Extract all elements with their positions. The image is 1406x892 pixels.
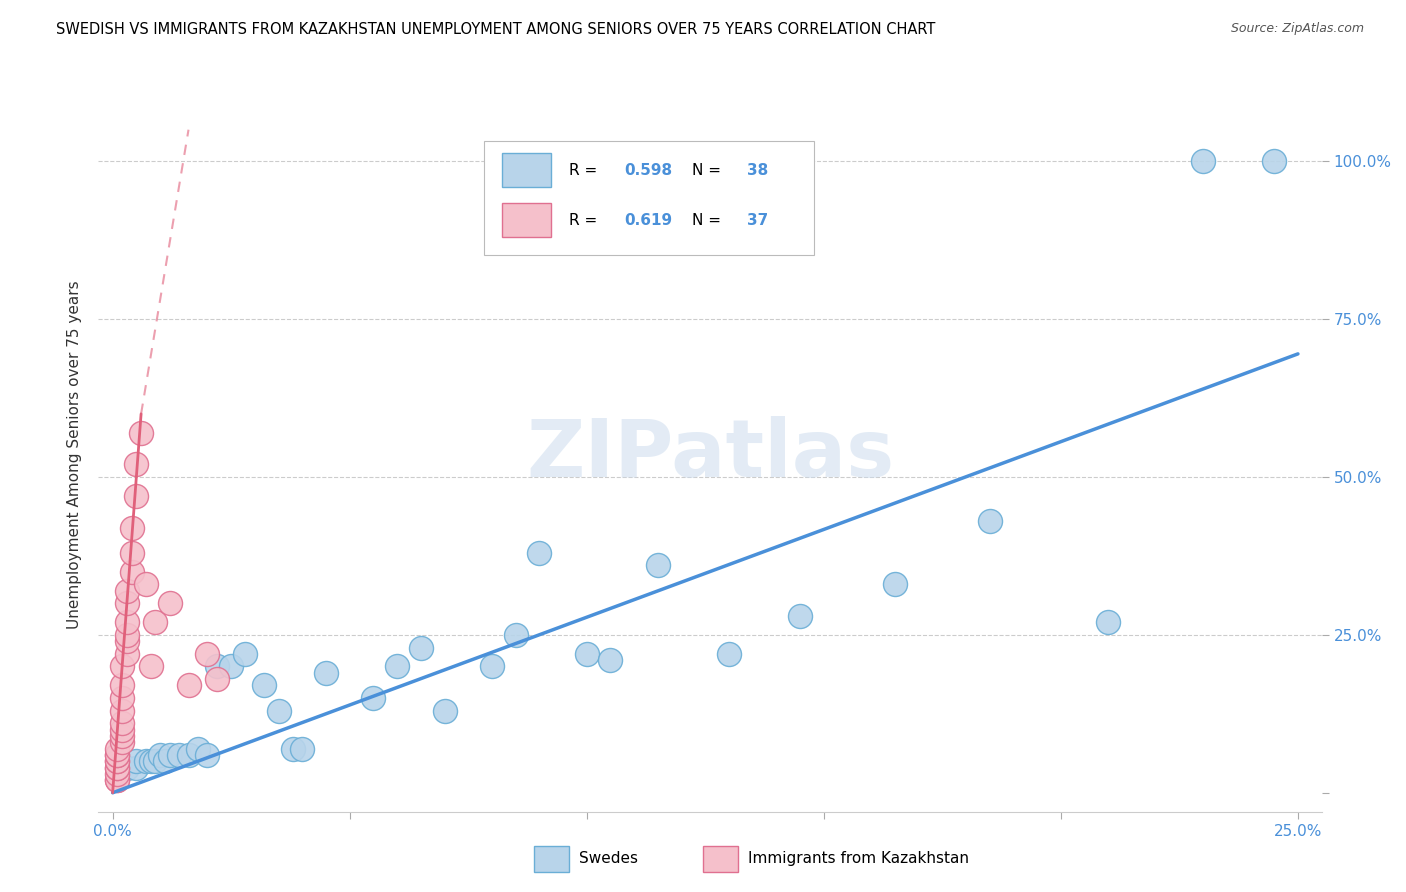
Swedes: [1192, 154, 1215, 169]
Immigrants from Kazakhstan: [111, 735, 134, 749]
Immigrants from Kazakhstan: [111, 678, 134, 692]
Swedes: [575, 647, 598, 661]
Text: 0.598: 0.598: [624, 162, 672, 178]
Immigrants from Kazakhstan: [125, 489, 148, 503]
Text: N =: N =: [692, 212, 725, 227]
Swedes: [167, 747, 190, 762]
Immigrants from Kazakhstan: [111, 659, 134, 673]
Immigrants from Kazakhstan: [105, 754, 128, 768]
Text: ZIPatlas: ZIPatlas: [526, 416, 894, 494]
Swedes: [979, 514, 1001, 528]
Immigrants from Kazakhstan: [115, 615, 138, 630]
Swedes: [1097, 615, 1119, 630]
Immigrants from Kazakhstan: [105, 773, 128, 788]
Immigrants from Kazakhstan: [115, 628, 138, 642]
Swedes: [599, 653, 621, 667]
Swedes: [219, 659, 242, 673]
Swedes: [433, 704, 456, 718]
Text: R =: R =: [569, 162, 603, 178]
Text: 0.619: 0.619: [624, 212, 672, 227]
Swedes: [115, 760, 138, 774]
Immigrants from Kazakhstan: [205, 672, 228, 686]
Swedes: [529, 546, 551, 560]
Immigrants from Kazakhstan: [105, 760, 128, 774]
Text: N =: N =: [692, 162, 725, 178]
Swedes: [143, 754, 166, 768]
Swedes: [235, 647, 257, 661]
Immigrants from Kazakhstan: [129, 425, 152, 440]
Swedes: [125, 760, 148, 774]
Swedes: [717, 647, 740, 661]
Immigrants from Kazakhstan: [197, 647, 219, 661]
Swedes: [139, 754, 162, 768]
Swedes: [281, 741, 304, 756]
Swedes: [187, 741, 209, 756]
Swedes: [153, 754, 176, 768]
Swedes: [409, 640, 432, 655]
Y-axis label: Unemployment Among Seniors over 75 years: Unemployment Among Seniors over 75 years: [67, 281, 83, 629]
Swedes: [647, 558, 669, 573]
Immigrants from Kazakhstan: [115, 634, 138, 648]
Swedes: [177, 747, 200, 762]
Text: 38: 38: [747, 162, 768, 178]
Text: 37: 37: [747, 212, 768, 227]
Immigrants from Kazakhstan: [125, 458, 148, 472]
Immigrants from Kazakhstan: [105, 741, 128, 756]
Immigrants from Kazakhstan: [111, 716, 134, 731]
FancyBboxPatch shape: [484, 141, 814, 255]
Text: SWEDISH VS IMMIGRANTS FROM KAZAKHSTAN UNEMPLOYMENT AMONG SENIORS OVER 75 YEARS C: SWEDISH VS IMMIGRANTS FROM KAZAKHSTAN UN…: [56, 22, 935, 37]
Immigrants from Kazakhstan: [115, 647, 138, 661]
Swedes: [197, 747, 219, 762]
Immigrants from Kazakhstan: [115, 583, 138, 598]
Immigrants from Kazakhstan: [105, 747, 128, 762]
Immigrants from Kazakhstan: [111, 723, 134, 737]
Text: Swedes: Swedes: [579, 852, 638, 866]
Immigrants from Kazakhstan: [105, 767, 128, 781]
Swedes: [385, 659, 408, 673]
Text: R =: R =: [569, 212, 603, 227]
Immigrants from Kazakhstan: [105, 773, 128, 788]
Swedes: [291, 741, 314, 756]
Swedes: [884, 577, 907, 591]
Swedes: [125, 754, 148, 768]
Text: Immigrants from Kazakhstan: Immigrants from Kazakhstan: [748, 852, 969, 866]
Immigrants from Kazakhstan: [139, 659, 162, 673]
Immigrants from Kazakhstan: [111, 704, 134, 718]
Swedes: [159, 747, 181, 762]
Immigrants from Kazakhstan: [121, 546, 143, 560]
Swedes: [1263, 154, 1285, 169]
Immigrants from Kazakhstan: [159, 596, 181, 610]
Swedes: [253, 678, 276, 692]
Immigrants from Kazakhstan: [177, 678, 200, 692]
Swedes: [267, 704, 290, 718]
Immigrants from Kazakhstan: [121, 565, 143, 579]
Swedes: [205, 659, 228, 673]
Immigrants from Kazakhstan: [105, 754, 128, 768]
Swedes: [481, 659, 503, 673]
Immigrants from Kazakhstan: [111, 729, 134, 743]
Swedes: [505, 628, 527, 642]
Swedes: [315, 665, 337, 680]
Swedes: [363, 691, 385, 706]
Immigrants from Kazakhstan: [135, 577, 157, 591]
Text: Source: ZipAtlas.com: Source: ZipAtlas.com: [1230, 22, 1364, 36]
FancyBboxPatch shape: [502, 203, 551, 237]
Immigrants from Kazakhstan: [115, 596, 138, 610]
Swedes: [149, 747, 172, 762]
Immigrants from Kazakhstan: [105, 760, 128, 774]
FancyBboxPatch shape: [502, 153, 551, 187]
Swedes: [135, 754, 157, 768]
Immigrants from Kazakhstan: [111, 691, 134, 706]
Immigrants from Kazakhstan: [143, 615, 166, 630]
Immigrants from Kazakhstan: [121, 520, 143, 534]
Swedes: [789, 609, 811, 624]
Immigrants from Kazakhstan: [105, 747, 128, 762]
